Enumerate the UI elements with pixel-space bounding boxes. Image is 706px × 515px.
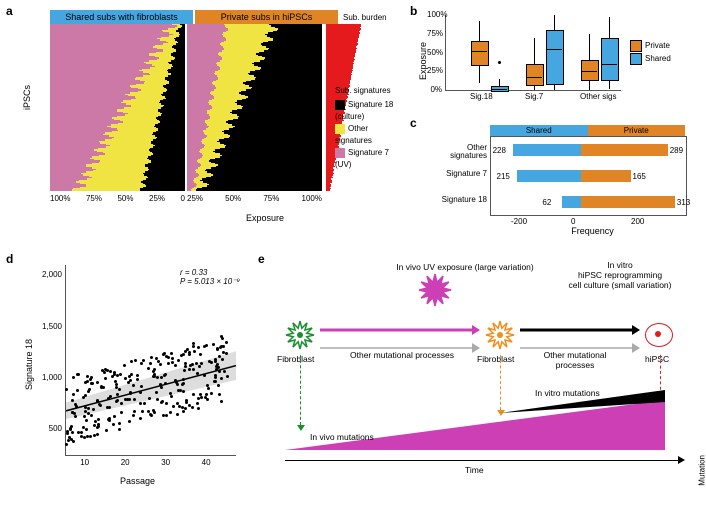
pd-plot: [65, 265, 236, 456]
pc-header-shared: Shared: [490, 125, 588, 136]
panel-a: Shared subs with fibroblasts Private sub…: [20, 10, 400, 230]
pa-header-private: Private subs in hiPSCs: [195, 10, 338, 24]
pa-ylabel: iPSCs: [22, 85, 32, 110]
pa-legend-title: Sub. signatures: [335, 85, 400, 97]
pa-stack-shared: [50, 24, 185, 194]
panel-b: Exposure PrivateShared 0%25%50%75%100%Si…: [415, 10, 695, 110]
pd-xlabel: Passage: [120, 476, 155, 486]
panel-e-label: e: [258, 252, 265, 266]
pd-stats: r = 0.33 P = 5.013 × 10⁻⁹: [180, 268, 240, 286]
pa-xticks-left: 100%75%50%25%0: [50, 194, 185, 203]
pd-r: r = 0.33: [180, 268, 240, 277]
panel-c: Shared Private 22828921516562313-2000200…: [415, 125, 695, 225]
pc-plot: 22828921516562313-2000200: [490, 136, 687, 216]
pa-xlabel: Exposure: [130, 213, 400, 223]
pb-legend: PrivateShared: [630, 40, 671, 66]
pa-header-shared: Shared subs with fibroblasts: [50, 10, 193, 24]
panel-a-label: a: [6, 4, 13, 18]
panel-d: Signature 18 Passage r = 0.33 P = 5.013 …: [20, 260, 245, 490]
pa-header-burden: Sub. burden: [343, 13, 387, 22]
pa-legend: Sub. signatures Signature 18 (culture)Ot…: [335, 85, 400, 171]
pa-stack-private: [187, 24, 322, 194]
pa-xticks-right: 25%50%75%100%: [187, 194, 322, 203]
pc-header-private: Private: [588, 125, 686, 136]
pc-xlabel: Frequency: [490, 226, 695, 236]
pb-plot: [445, 15, 621, 91]
pd-ylabel: Signature 18: [24, 339, 34, 390]
panel-d-label: d: [6, 252, 13, 266]
pd-p: P = 5.013 × 10⁻⁹: [180, 277, 240, 286]
panel-e: In vivo UV exposure (large variation)Fib…: [265, 260, 700, 500]
